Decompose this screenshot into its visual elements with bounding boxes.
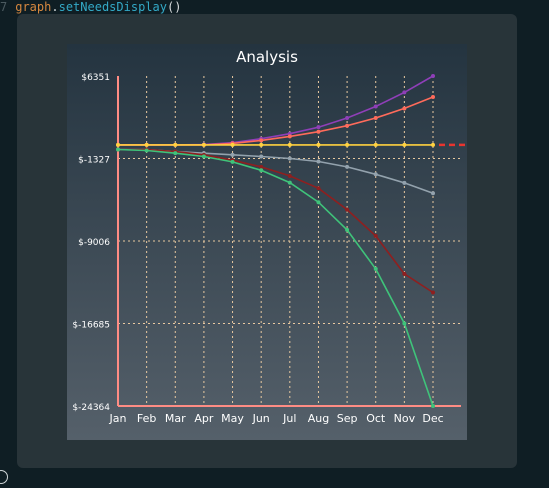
data-point	[431, 404, 435, 408]
series-line	[118, 148, 434, 294]
series-line	[118, 75, 434, 146]
data-point	[287, 156, 292, 161]
x-tick-label: Aug	[308, 412, 329, 425]
data-point	[287, 134, 292, 139]
x-tick-label: Nov	[394, 412, 416, 425]
data-point	[201, 142, 206, 147]
data-point	[402, 90, 407, 95]
data-point	[345, 115, 350, 120]
data-point	[373, 115, 378, 120]
data-point	[373, 233, 378, 238]
x-tick-label: Jun	[252, 412, 270, 425]
data-point	[144, 142, 149, 147]
x-tick-label: Dec	[422, 412, 443, 425]
data-point	[373, 266, 378, 271]
data-point	[230, 152, 235, 157]
line-number: 7	[0, 0, 8, 14]
data-point	[201, 154, 206, 159]
x-tick-label: Jan	[109, 412, 127, 425]
data-point	[316, 142, 321, 147]
data-point	[345, 142, 350, 147]
data-point	[345, 227, 350, 232]
data-point	[402, 106, 407, 111]
data-point	[402, 321, 407, 326]
data-point	[316, 159, 321, 164]
data-point	[230, 142, 235, 147]
y-tick-label: $-1327	[78, 156, 110, 166]
data-point	[259, 164, 264, 169]
code-line: 7 graph.setNeedsDisplay()	[0, 0, 181, 14]
data-point	[116, 142, 120, 147]
x-tick-label: Mar	[165, 412, 186, 425]
data-point	[116, 147, 120, 152]
chart-view: Analysis $6351 $-1327 $-9006 $-16685 $-24364…	[67, 44, 467, 440]
data-point	[287, 173, 292, 178]
data-point	[230, 159, 235, 164]
data-point	[287, 142, 292, 147]
y-tick-label: $-24364	[72, 403, 110, 413]
series-line	[117, 148, 434, 407]
data-point	[287, 180, 292, 185]
data-point	[431, 290, 435, 295]
y-tick-label: $6351	[81, 73, 110, 83]
chart-title: Analysis	[236, 48, 298, 66]
data-point	[402, 271, 407, 276]
data-point	[431, 191, 435, 196]
data-point	[173, 142, 178, 147]
data-point	[259, 138, 264, 143]
data-point	[345, 207, 350, 212]
data-point	[402, 142, 407, 147]
data-point	[259, 168, 264, 173]
data-point	[259, 154, 264, 159]
y-tick-label: $-16685	[72, 321, 110, 331]
data-point	[345, 164, 350, 169]
data-point	[373, 172, 378, 177]
status-circle-icon[interactable]	[0, 470, 8, 484]
x-tick-label: Sep	[337, 412, 358, 425]
data-point	[402, 180, 407, 185]
code-object-name: graph	[15, 0, 52, 14]
code-method-name: setNeedsDisplay	[58, 0, 167, 14]
data-point	[173, 151, 178, 156]
x-tick-label: Jul	[282, 412, 296, 425]
code-parens: ()	[166, 0, 182, 14]
x-tick-label: Feb	[137, 412, 156, 425]
data-point	[316, 200, 321, 205]
code-dot: .	[51, 0, 59, 14]
y-tick-label: $-9006	[78, 238, 110, 248]
data-point	[373, 142, 378, 147]
data-point	[431, 74, 435, 78]
data-point	[431, 142, 435, 147]
x-tick-label: May	[221, 412, 244, 425]
series-line	[118, 96, 434, 146]
data-point	[373, 104, 378, 109]
data-point	[431, 94, 435, 99]
data-point	[259, 142, 264, 147]
data-point	[316, 125, 321, 130]
data-point	[345, 123, 350, 128]
data-point	[144, 148, 149, 153]
data-point	[316, 186, 321, 191]
x-tick-label: Apr	[194, 412, 214, 425]
data-point	[316, 129, 321, 134]
x-tick-label: Oct	[366, 412, 386, 425]
